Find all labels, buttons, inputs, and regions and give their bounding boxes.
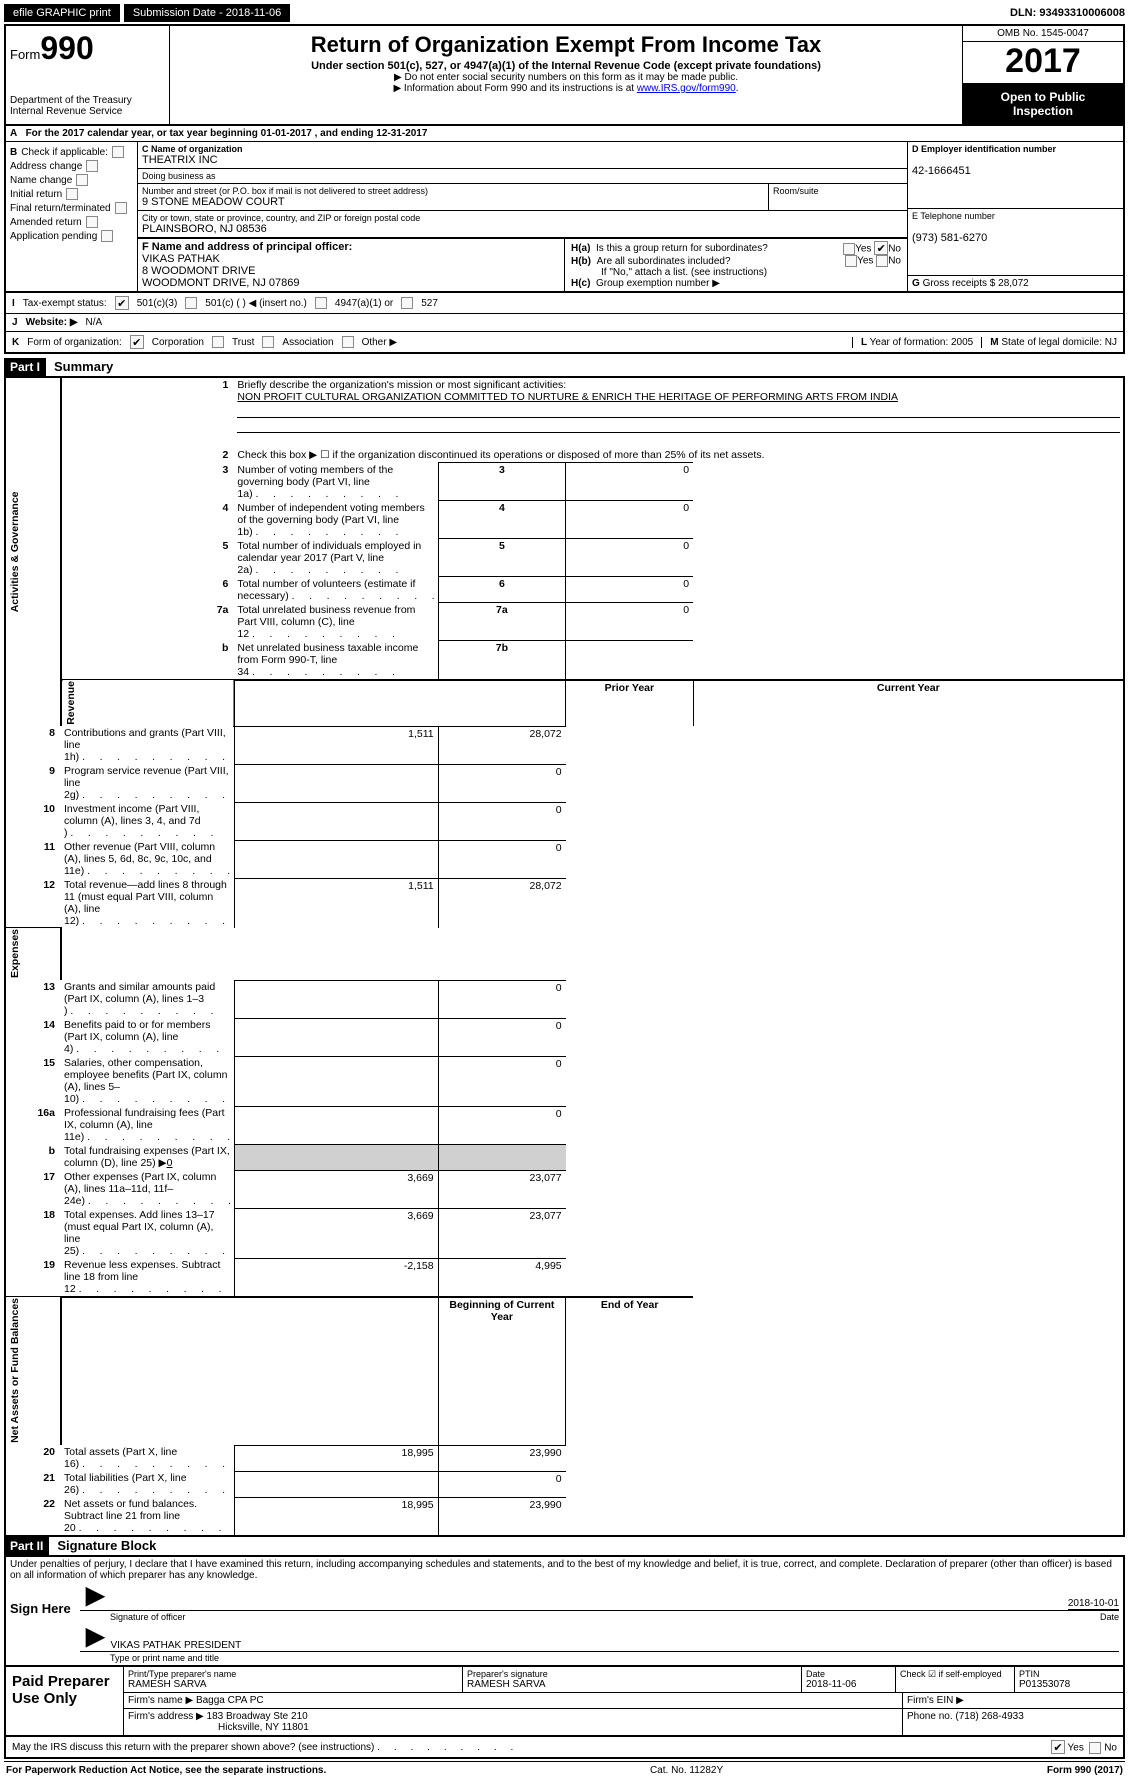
checkbox[interactable] bbox=[401, 297, 413, 309]
summary-table: Activities & Governance 1 Briefly descri… bbox=[4, 378, 1125, 1537]
instructions-link-line: ▶ Information about Form 990 and its ins… bbox=[180, 83, 952, 94]
checkbox[interactable] bbox=[315, 297, 327, 309]
checkbox[interactable] bbox=[185, 297, 197, 309]
open-to-public: Open to PublicInspection bbox=[963, 84, 1123, 124]
phone-cell: E Telephone number (973) 581-6270 bbox=[908, 209, 1123, 276]
ssn-warning: ▶ Do not enter social security numbers o… bbox=[180, 72, 952, 83]
checkbox[interactable] bbox=[115, 202, 127, 214]
form-number: Form990 bbox=[10, 30, 165, 67]
discuss-row: May the IRS discuss this return with the… bbox=[4, 1737, 1125, 1759]
checkbox[interactable] bbox=[86, 160, 98, 172]
col-b-checkboxes: B Check if applicable: Address change Na… bbox=[6, 142, 138, 291]
dba-cell: Doing business as bbox=[138, 169, 907, 184]
form-header: Form990 Department of the TreasuryIntern… bbox=[4, 24, 1125, 126]
row-k: K Form of organization: ✔Corporation Tru… bbox=[6, 332, 1123, 352]
chk-name-change: Name change bbox=[10, 175, 72, 186]
tax-year: 2017 bbox=[963, 42, 1123, 84]
sign-here-label: Sign Here bbox=[10, 1581, 80, 1663]
mission-text: NON PROFIT CULTURAL ORGANIZATION COMMITT… bbox=[237, 391, 898, 403]
chk-amended: Amended return bbox=[10, 217, 82, 228]
checkbox[interactable] bbox=[342, 336, 354, 348]
side-netassets: Net Assets or Fund Balances bbox=[5, 1297, 61, 1445]
checkbox-checked[interactable]: ✔ bbox=[130, 335, 144, 349]
city-cell: City or town, state or province, country… bbox=[138, 211, 907, 239]
submission-date: Submission Date - 2018-11-06 bbox=[124, 4, 290, 22]
checkbox[interactable] bbox=[212, 336, 224, 348]
checkbox[interactable] bbox=[112, 146, 124, 158]
paid-preparer: Paid Preparer Use Only Print/Type prepar… bbox=[4, 1667, 1125, 1737]
checkbox-checked[interactable]: ✔ bbox=[1051, 1740, 1065, 1754]
ein-cell: D Employer identification number 42-1666… bbox=[908, 142, 1123, 209]
checkbox[interactable] bbox=[86, 216, 98, 228]
side-governance: Activities & Governance bbox=[5, 378, 61, 726]
checkbox-checked[interactable]: ✔ bbox=[115, 296, 129, 310]
section-h: H(a) Is this a group return for subordin… bbox=[565, 239, 907, 291]
signature-block: Under penalties of perjury, I declare th… bbox=[4, 1557, 1125, 1667]
form-subtitle: Under section 501(c), 527, or 4947(a)(1)… bbox=[180, 60, 952, 72]
room-cell: Room/suite bbox=[769, 184, 907, 211]
org-name-cell: C Name of organization THEATRIX INC bbox=[138, 142, 907, 169]
efile-print-button[interactable]: efile GRAPHIC print bbox=[4, 4, 120, 22]
part1-header: Part ISummary bbox=[4, 358, 1125, 378]
checkbox[interactable] bbox=[262, 336, 274, 348]
page-footer: For Paperwork Reduction Act Notice, see … bbox=[4, 1761, 1125, 1779]
chk-address-change: Address change bbox=[10, 161, 82, 172]
gross-receipts-cell: G Gross receipts $ 28,072 bbox=[908, 276, 1123, 291]
checkbox[interactable] bbox=[876, 255, 888, 267]
row-i: I Tax-exempt status: ✔501(c)(3) 501(c) (… bbox=[6, 293, 1123, 314]
side-revenue: Revenue bbox=[61, 680, 234, 727]
dln: DLN: 93493310006008 bbox=[1010, 7, 1125, 19]
row-a-tax-year: A For the 2017 calendar year, or tax yea… bbox=[4, 126, 1125, 142]
officer-cell: F Name and address of principal officer:… bbox=[138, 239, 565, 291]
form-title: Return of Organization Exempt From Incom… bbox=[180, 32, 952, 58]
checkbox[interactable] bbox=[101, 230, 113, 242]
chk-initial: Initial return bbox=[10, 189, 62, 200]
identity-grid: B Check if applicable: Address change Na… bbox=[4, 142, 1125, 293]
irs-link[interactable]: www.IRS.gov/form990 bbox=[637, 83, 736, 94]
checkbox-checked[interactable]: ✔ bbox=[874, 241, 888, 255]
dept-treasury: Department of the TreasuryInternal Reven… bbox=[10, 95, 165, 117]
chk-final: Final return/terminated bbox=[10, 203, 111, 214]
omb-number: OMB No. 1545-0047 bbox=[963, 26, 1123, 42]
side-expenses: Expenses bbox=[5, 928, 61, 980]
part2-header: Part IISignature Block bbox=[4, 1537, 1125, 1557]
checkbox[interactable] bbox=[66, 188, 78, 200]
checkbox[interactable] bbox=[1089, 1742, 1101, 1754]
section-ijk: I Tax-exempt status: ✔501(c)(3) 501(c) (… bbox=[4, 293, 1125, 354]
row-j: J Website: ▶ N/A bbox=[6, 314, 1123, 332]
checkbox[interactable] bbox=[843, 243, 855, 255]
arrow-icon: ▶ bbox=[80, 1622, 110, 1651]
top-bar: efile GRAPHIC print Submission Date - 20… bbox=[4, 4, 1125, 22]
chk-pending: Application pending bbox=[10, 231, 97, 242]
checkbox[interactable] bbox=[76, 174, 88, 186]
address-cell: Number and street (or P.O. box if mail i… bbox=[138, 184, 769, 211]
checkbox[interactable] bbox=[845, 255, 857, 267]
arrow-icon: ▶ bbox=[80, 1581, 110, 1610]
